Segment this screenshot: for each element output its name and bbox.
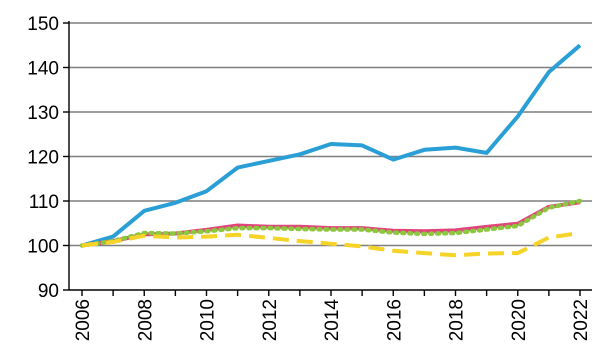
y-tick-label: 150	[27, 14, 59, 35]
x-tick-label: 2008	[135, 299, 156, 341]
series-line-1	[81, 43, 582, 248]
x-tick-label: 2006	[73, 299, 94, 341]
y-tick-labels: 90 100 110 120 130 140 150	[27, 14, 59, 302]
x-tick-labels: 2006 2008 2010 2012 2014 2016 2018 2020 2022	[73, 299, 592, 342]
x-tick-label: 2022	[571, 299, 592, 341]
x-tick-label: 2012	[260, 299, 281, 341]
axis-layer	[63, 21, 592, 296]
x-tick-label: 2014	[322, 299, 343, 342]
x-tick-label: 2016	[384, 299, 405, 341]
x-tick-label: 2018	[447, 299, 468, 341]
x-tick-label: 2010	[198, 299, 219, 341]
series-line-3	[79, 198, 583, 248]
series-line-4	[81, 231, 581, 258]
grid-layer	[69, 22, 592, 247]
y-tick-label: 90	[38, 281, 59, 302]
y-tick-label: 120	[27, 148, 59, 169]
x-tick-label: 2020	[509, 299, 530, 341]
y-tick-label: 130	[27, 103, 59, 124]
y-tick-label: 110	[29, 192, 59, 213]
y-tick-label: 100	[27, 237, 59, 258]
series-layer	[79, 43, 583, 258]
y-tick-label: 140	[27, 59, 59, 80]
